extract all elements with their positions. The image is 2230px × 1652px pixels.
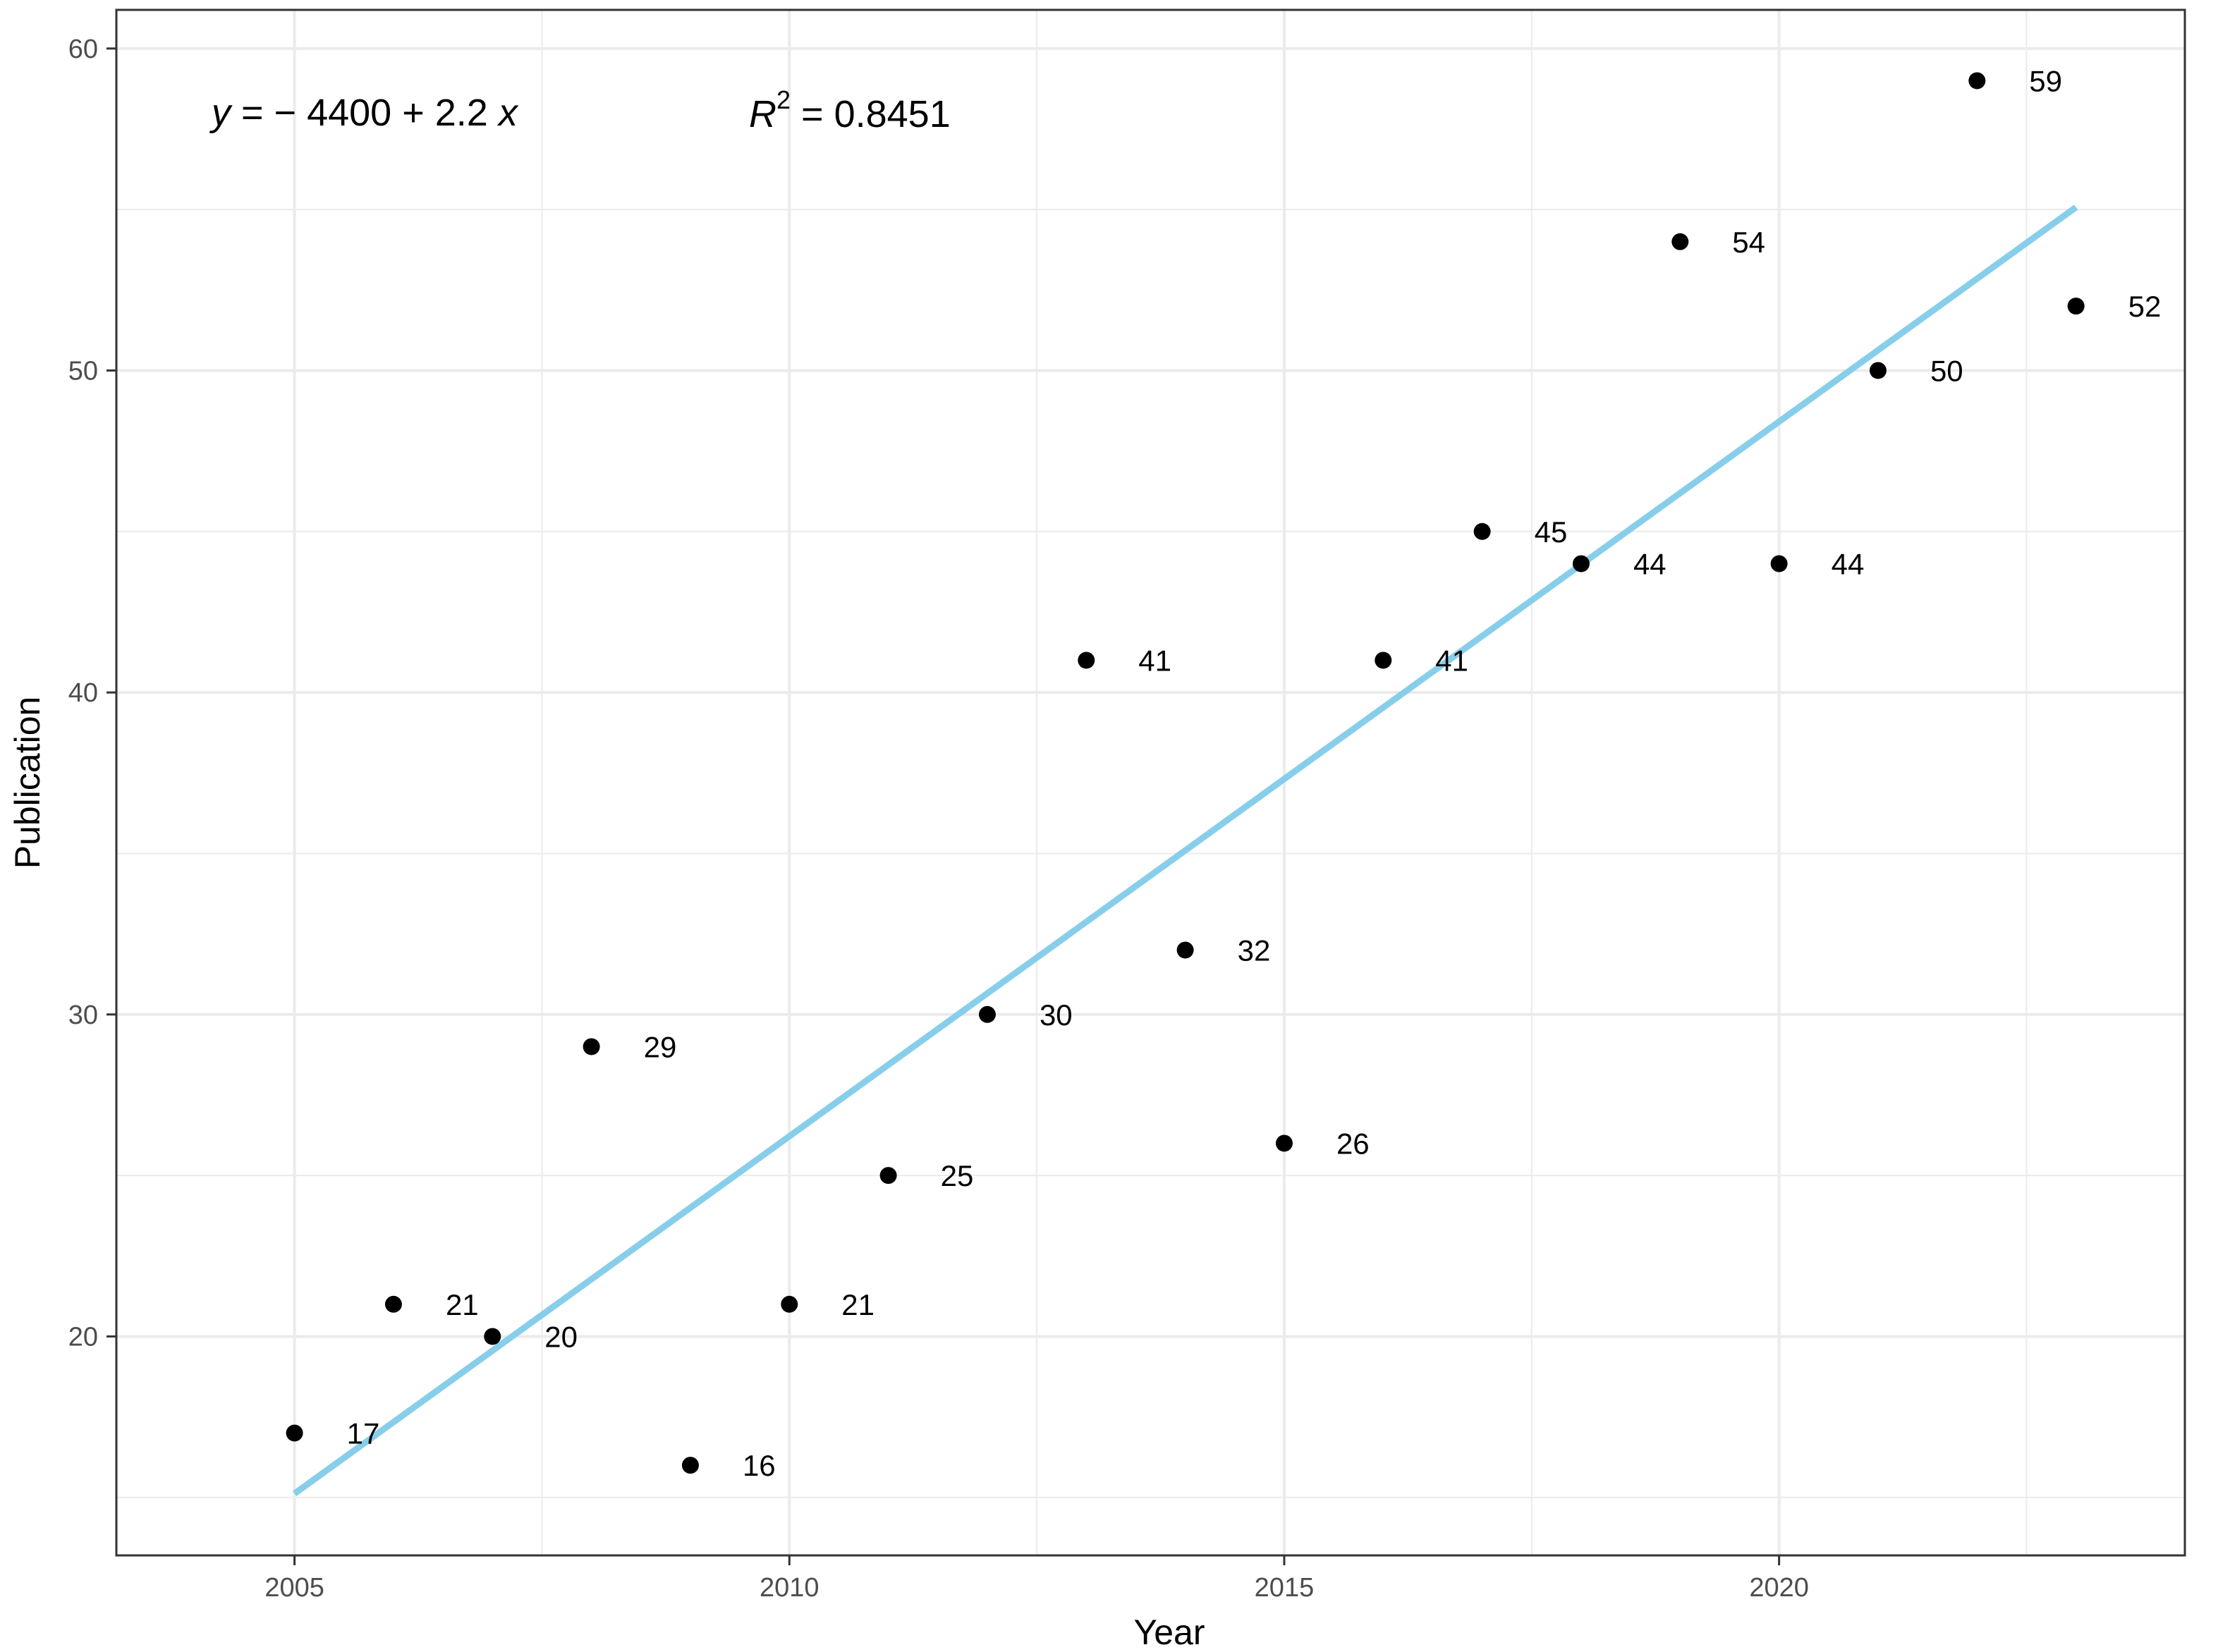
data-label: 25 [941,1159,974,1192]
data-label: 20 [544,1320,578,1353]
grid-lines [116,10,2185,1555]
data-label: 21 [446,1288,479,1321]
data-label: 41 [1435,644,1468,677]
regression-line [292,204,2078,1496]
y-tick-label: 60 [68,35,98,64]
data-label: 21 [841,1288,875,1321]
data-point [286,1424,303,1442]
regression-equation: y = − 4400 + 2.2 x [209,92,519,134]
data-label: 54 [1732,226,1765,259]
data-label: 30 [1040,998,1073,1032]
data-points [286,72,2085,1474]
x-tick-label: 2010 [760,1573,820,1603]
data-point [1275,1134,1293,1152]
data-label: 41 [1138,644,1171,677]
data-labels: 17 21 20 29 16 21 25 30 41 32 26 41 45 44 54 44 50 59 52 [347,64,2162,1482]
x-tick-label: 2015 [1255,1573,1315,1603]
data-point [1078,651,1095,669]
data-point [1968,72,1986,90]
equation-body: = − 4400 + 2.2 [231,92,499,134]
data-point [781,1295,798,1313]
data-label: 44 [1832,547,1865,580]
r-squared-annotation: R2 = 0.8451 [749,85,951,135]
y-tick-label: 40 [68,678,98,708]
data-label: 59 [2029,64,2062,97]
x-axis-title: Year [1133,1613,1205,1652]
data-label: 17 [347,1417,380,1450]
y-tick-label: 20 [68,1322,98,1352]
data-label: 32 [1238,934,1271,967]
data-label: 26 [1336,1127,1370,1160]
data-point [384,1295,402,1313]
data-label: 45 [1535,515,1568,549]
data-point [1572,555,1590,573]
data-point [583,1038,600,1056]
r-squared-exponent: 2 [776,85,791,114]
regression-fit [292,204,2078,1496]
equation-x: x [496,92,519,134]
panel-border [115,8,2186,1557]
r-squared-symbol: R [749,93,776,135]
data-point [484,1328,501,1345]
x-tick-label: 2005 [264,1573,324,1603]
data-point [1473,522,1491,540]
data-point [1770,555,1788,573]
data-point [2067,298,2085,315]
y-axis-title: Publication [8,697,47,869]
r-squared-value: = 0.8451 [791,93,951,135]
data-point [1671,233,1689,250]
data-label: 44 [1633,547,1667,580]
data-label: 50 [1930,354,1963,387]
data-label: 16 [743,1449,776,1482]
data-point [1375,651,1392,669]
data-point [1869,362,1887,379]
data-point [978,1005,996,1023]
data-point [1176,941,1194,959]
data-point [879,1167,897,1185]
y-tick-label: 30 [68,1001,98,1030]
equation-y: y [209,92,233,134]
data-point [681,1457,699,1474]
y-tick-label: 50 [68,356,98,386]
data-label: 29 [644,1030,677,1063]
x-tick-label: 2020 [1749,1573,1809,1603]
data-label: 52 [2128,290,2162,323]
